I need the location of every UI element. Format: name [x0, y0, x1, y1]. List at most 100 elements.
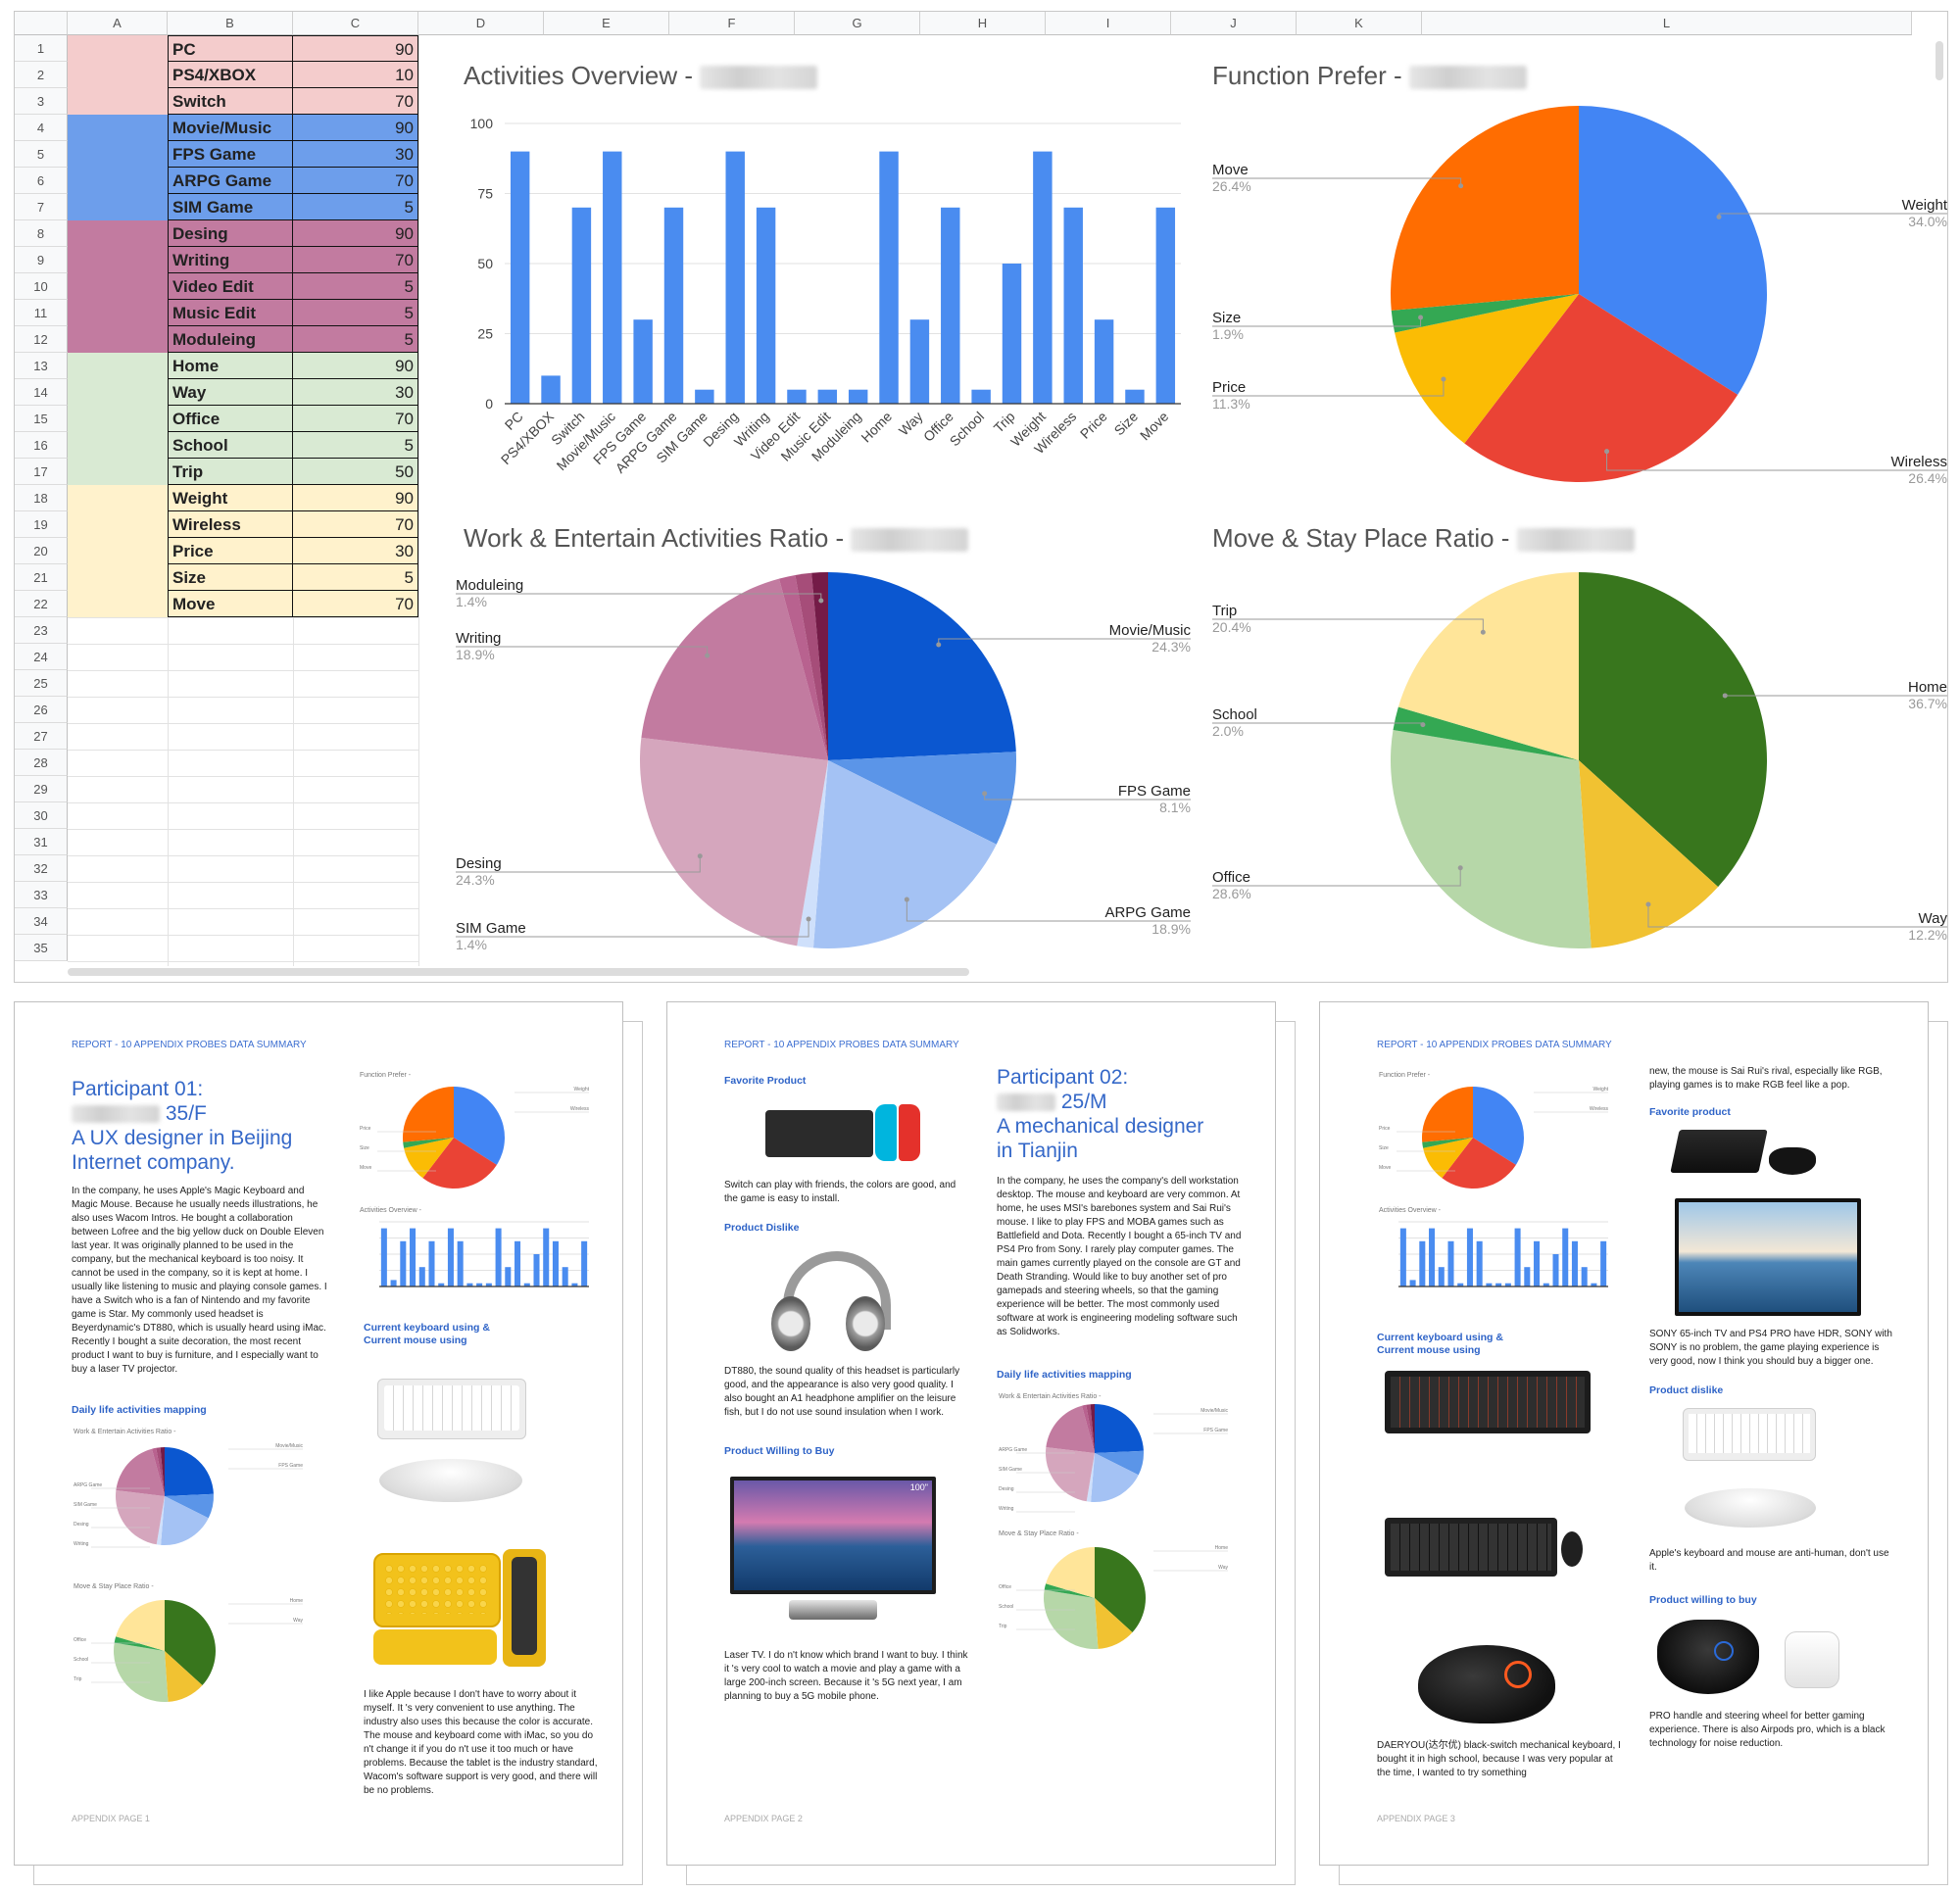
function-prefer-pie[interactable]: Weight34.0%Wireless26.4%Price11.3%Size1.…	[1212, 90, 1947, 502]
bar[interactable]	[1600, 1240, 1607, 1286]
activities-bar-chart[interactable]: 0255075100PCPS4/XBOXSwitchMovie/MusicFPS…	[456, 100, 1191, 511]
bar[interactable]	[457, 1240, 464, 1286]
pie-slice[interactable]	[1579, 106, 1767, 395]
appendix-page-2[interactable]: REPORT - 10 APPENDIX PROBES DATA SUMMARY…	[666, 1001, 1276, 1866]
bar[interactable]	[848, 389, 868, 404]
bar[interactable]	[725, 151, 745, 404]
pie-slice[interactable]	[1422, 1138, 1473, 1148]
pie-slice[interactable]	[828, 752, 1016, 845]
bar[interactable]	[447, 1228, 454, 1286]
pie-slice[interactable]	[156, 1496, 165, 1545]
bar[interactable]	[909, 319, 930, 404]
bar[interactable]	[380, 1228, 387, 1286]
pie-slice[interactable]	[1397, 572, 1579, 760]
bar[interactable]	[1524, 1267, 1531, 1286]
bar[interactable]	[1094, 319, 1114, 404]
pie-slice[interactable]	[1391, 730, 1592, 948]
bar[interactable]	[817, 389, 838, 404]
bar[interactable]	[1466, 1228, 1473, 1286]
bar[interactable]	[633, 319, 653, 404]
pie-slice[interactable]	[1473, 1087, 1524, 1165]
pie-slice[interactable]	[1095, 1598, 1133, 1649]
pie-slice[interactable]	[156, 1447, 165, 1496]
pie-slice[interactable]	[116, 1600, 165, 1651]
bar[interactable]	[1581, 1267, 1588, 1286]
pie-slice[interactable]	[1423, 1138, 1473, 1179]
pie-slice[interactable]	[1391, 294, 1579, 333]
bar[interactable]	[390, 1280, 397, 1286]
pie-slice[interactable]	[1090, 1404, 1095, 1453]
bar[interactable]	[663, 207, 684, 404]
pie-slice[interactable]	[1046, 1446, 1095, 1502]
pie-slice[interactable]	[641, 578, 828, 760]
pie-slice[interactable]	[454, 1087, 505, 1165]
bar[interactable]	[1002, 264, 1022, 404]
bar[interactable]	[533, 1254, 540, 1286]
bar[interactable]	[428, 1240, 435, 1286]
bar[interactable]	[1409, 1280, 1416, 1286]
bar[interactable]	[510, 151, 530, 404]
pie-slice[interactable]	[1046, 1405, 1095, 1453]
pie-slice[interactable]	[151, 1447, 165, 1496]
pie-slice[interactable]	[1046, 1547, 1095, 1598]
pie-slice[interactable]	[640, 737, 828, 946]
pie-slice[interactable]	[778, 574, 828, 760]
bar[interactable]	[418, 1267, 425, 1286]
bar[interactable]	[1063, 207, 1083, 404]
bar[interactable]	[485, 1283, 492, 1286]
bar[interactable]	[603, 151, 622, 404]
bar[interactable]	[581, 1240, 588, 1286]
pie-slice[interactable]	[1442, 1138, 1516, 1189]
pie-slice[interactable]	[1391, 106, 1579, 311]
bar[interactable]	[1476, 1240, 1483, 1286]
pie-slice[interactable]	[1044, 1583, 1095, 1598]
pie-slice[interactable]	[797, 760, 828, 948]
pie-slice[interactable]	[116, 1448, 165, 1496]
bar[interactable]	[1562, 1228, 1569, 1286]
pie-slice[interactable]	[165, 1447, 214, 1496]
pie-slice[interactable]	[116, 1489, 165, 1545]
bar[interactable]	[1591, 1283, 1597, 1286]
pie-slice[interactable]	[160, 1447, 165, 1496]
pie-slice[interactable]	[161, 1496, 209, 1545]
bar[interactable]	[787, 389, 807, 404]
bar[interactable]	[410, 1228, 416, 1286]
bar[interactable]	[1552, 1254, 1559, 1286]
vertical-scrollbar[interactable]	[1936, 41, 1943, 80]
pie-slice[interactable]	[1086, 1404, 1095, 1453]
bar[interactable]	[562, 1267, 568, 1286]
pie-slice[interactable]	[1095, 1450, 1144, 1476]
pie-slice[interactable]	[1044, 1589, 1099, 1649]
appendix-page-1[interactable]: REPORT - 10 APPENDIX PROBES DATA SUMMARY…	[14, 1001, 623, 1866]
bar[interactable]	[495, 1228, 502, 1286]
bar[interactable]	[1571, 1240, 1578, 1286]
bar[interactable]	[1495, 1283, 1502, 1286]
bar[interactable]	[971, 389, 991, 404]
bar[interactable]	[1438, 1267, 1445, 1286]
pie-slice[interactable]	[795, 572, 828, 760]
bar[interactable]	[571, 207, 592, 404]
pie-slice[interactable]	[1579, 760, 1719, 948]
bar[interactable]	[695, 389, 714, 404]
pie-slice[interactable]	[1464, 294, 1739, 482]
bar[interactable]	[1457, 1283, 1464, 1286]
bar[interactable]	[543, 1228, 550, 1286]
pie-slice[interactable]	[403, 1138, 454, 1148]
bar[interactable]	[1033, 151, 1053, 404]
pie-slice[interactable]	[1395, 294, 1579, 444]
pie-slice[interactable]	[1095, 1547, 1146, 1632]
pie-slice[interactable]	[403, 1087, 454, 1142]
pie-slice[interactable]	[1422, 1087, 1473, 1142]
bar[interactable]	[1447, 1240, 1454, 1286]
pie-slice[interactable]	[422, 1138, 497, 1189]
bar[interactable]	[571, 1283, 578, 1286]
pie-slice[interactable]	[812, 760, 997, 948]
appendix-page-3[interactable]: REPORT - 10 APPENDIX PROBES DATA SUMMARY…	[1319, 1001, 1929, 1866]
bar[interactable]	[438, 1283, 445, 1286]
bar[interactable]	[1155, 207, 1176, 404]
bar[interactable]	[1514, 1228, 1521, 1286]
pie-slice[interactable]	[1091, 1453, 1139, 1502]
pie-slice[interactable]	[114, 1642, 169, 1702]
